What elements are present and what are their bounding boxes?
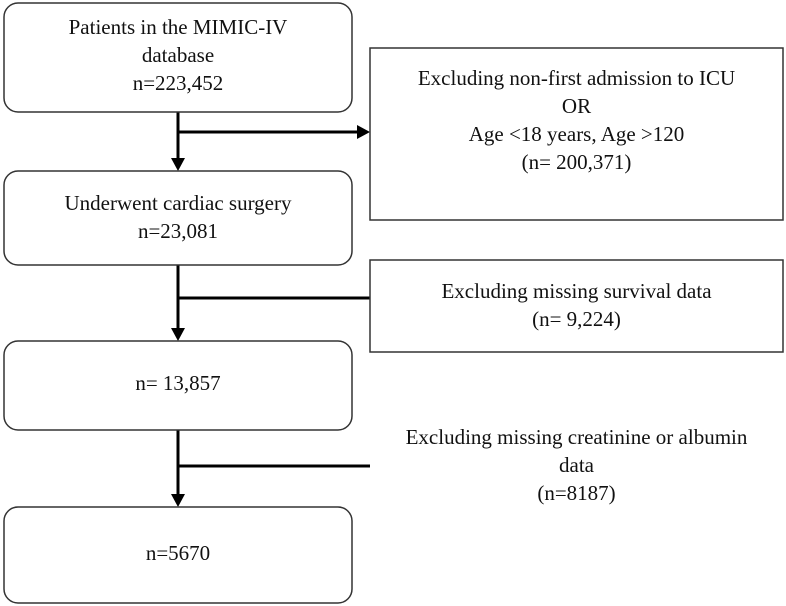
flow-box <box>3 170 353 266</box>
arrow-head <box>357 125 370 139</box>
flow-box <box>3 506 353 604</box>
node-text: n=23,081 <box>138 219 218 243</box>
exclusion-box <box>369 259 784 353</box>
node-text: Underwent cardiac surgery <box>64 191 292 215</box>
exclusion-text: Excluding missing survival data <box>441 279 712 303</box>
arrow-head <box>171 158 185 171</box>
flow-box <box>3 340 353 431</box>
flow-box <box>3 2 353 113</box>
exclusion-text: Age <18 years, Age >120 <box>469 122 685 146</box>
arrow-head <box>171 494 185 507</box>
connectors <box>171 112 370 507</box>
node-text: database <box>142 43 214 67</box>
node-text: Patients in the MIMIC-IV <box>69 15 288 39</box>
exclusion-box <box>369 47 784 221</box>
node-text: n=223,452 <box>133 71 224 95</box>
node-text: n= 13,857 <box>135 371 220 395</box>
exclusion-text: Excluding missing creatinine or albumin <box>406 425 748 449</box>
exclusion-text: Excluding non-first admission to ICU <box>418 66 735 90</box>
node-text: n=5670 <box>146 541 210 565</box>
arrow-head <box>171 328 185 341</box>
exclusion-text: (n=8187) <box>537 481 615 505</box>
exclusion-text: (n= 9,224) <box>532 307 621 331</box>
exclusion-text: OR <box>562 94 591 118</box>
exclusion-text: (n= 200,371) <box>522 150 632 174</box>
exclusion-text: data <box>559 453 595 477</box>
